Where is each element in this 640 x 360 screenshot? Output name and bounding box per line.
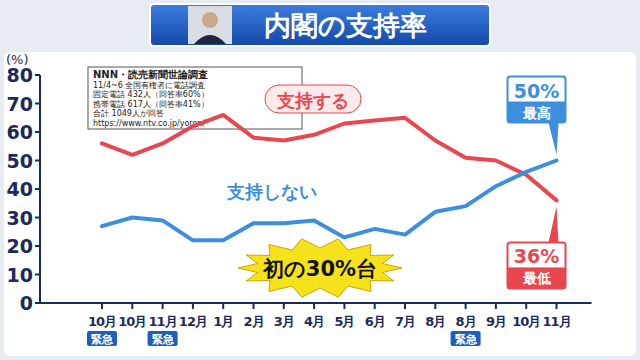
x-tick-label: 10月 xyxy=(118,314,146,329)
x-tick xyxy=(495,303,497,309)
x-axis xyxy=(40,302,592,304)
portrait-frame xyxy=(188,6,232,44)
x-tick-label: 4月 xyxy=(304,314,324,329)
x-tick xyxy=(222,303,224,309)
annotation: 最高 xyxy=(522,105,551,121)
y-tick xyxy=(35,245,40,247)
x-tick-label: 12月 xyxy=(179,314,207,329)
panel xyxy=(4,52,636,356)
x-tick xyxy=(283,303,285,309)
note-box xyxy=(451,331,481,346)
callout-box xyxy=(508,242,566,288)
y-tick-label: 50 xyxy=(7,150,33,172)
x-tick xyxy=(525,303,527,309)
note-box xyxy=(148,331,178,346)
y-tick xyxy=(35,217,40,219)
series-name-box xyxy=(265,85,361,113)
portrait-face xyxy=(202,12,218,28)
x-tick-label: 8月 xyxy=(425,314,445,329)
title-banner xyxy=(150,4,490,46)
y-tick-label: 20 xyxy=(7,235,33,257)
y-tick xyxy=(35,131,40,133)
x-tick xyxy=(404,303,406,309)
x-tick-label: 11月 xyxy=(542,314,570,329)
callout-band xyxy=(508,102,566,123)
category-note: 緊急 xyxy=(455,333,478,346)
x-tick-label: 2月 xyxy=(243,314,263,329)
y-tick xyxy=(35,302,40,304)
source-line: 携帯電話 617人（回答率41%） xyxy=(93,100,209,109)
x-tick xyxy=(465,303,467,309)
callout-pointer xyxy=(549,123,559,155)
y-tick xyxy=(35,188,40,190)
source-line: 11/4~6 全国有権者に電話調査 xyxy=(93,81,205,90)
starburst xyxy=(238,239,402,297)
x-tick xyxy=(131,303,133,309)
x-tick xyxy=(192,303,194,309)
category-note: 緊急 xyxy=(91,333,114,346)
y-tick-label: 0 xyxy=(20,292,33,314)
x-tick-label: 11月 xyxy=(149,314,177,329)
x-tick-label: 10月 xyxy=(88,314,116,329)
y-tick-label: 40 xyxy=(7,178,33,200)
annotation: 最低 xyxy=(522,270,551,286)
x-tick-label: 8月 xyxy=(456,314,476,329)
y-tick xyxy=(35,103,40,105)
source-line: 固定電話 432人（回答率60%） xyxy=(93,90,209,99)
x-tick xyxy=(343,303,345,309)
series-name: 支持しない xyxy=(226,181,317,202)
x-tick-label: 7月 xyxy=(395,314,415,329)
x-tick-label: 5月 xyxy=(334,314,354,329)
source-line: NNN・読売新聞世論調査 xyxy=(93,69,208,80)
annotation: 初の30%台 xyxy=(262,257,377,281)
x-tick xyxy=(253,303,255,309)
x-tick-label: 10月 xyxy=(512,314,540,329)
y-tick-label: 60 xyxy=(7,121,33,143)
y-tick-label: 80 xyxy=(7,64,33,86)
y-tick xyxy=(35,274,40,276)
portrait-suit xyxy=(194,35,226,44)
series-line xyxy=(102,161,557,241)
data-label: 50% xyxy=(514,80,559,102)
y-tick-label: 10 xyxy=(7,264,33,286)
x-tick xyxy=(162,303,164,309)
x-tick-label: 6月 xyxy=(365,314,385,329)
x-tick xyxy=(101,303,103,309)
x-tick xyxy=(434,303,436,309)
note-box xyxy=(87,331,117,346)
source-line: 合計 1049人が回答 xyxy=(93,109,164,118)
x-tick-label: 1月 xyxy=(213,314,233,329)
category-note: 緊急 xyxy=(152,333,175,346)
callout-band xyxy=(508,267,566,288)
series-name: 支持する xyxy=(276,90,349,111)
callout-box xyxy=(508,77,566,123)
title: 内閣の支持率 xyxy=(264,10,427,41)
y-tick-label: 30 xyxy=(7,207,33,229)
x-tick xyxy=(556,303,558,309)
y-tick xyxy=(35,74,40,76)
y-tick xyxy=(35,160,40,162)
x-tick-label: 3月 xyxy=(274,314,294,329)
x-tick-label: 9月 xyxy=(486,314,506,329)
series-name-box xyxy=(215,176,330,204)
data-label: 36% xyxy=(514,245,559,267)
chart: 内閣の支持率(%)0102030405060708010月緊急10月11月緊急1… xyxy=(0,0,640,360)
callout-pointer xyxy=(549,206,559,242)
plot-area xyxy=(102,115,557,240)
x-tick xyxy=(374,303,376,309)
x-tick xyxy=(313,303,315,309)
y-tick-label: 70 xyxy=(7,93,33,115)
